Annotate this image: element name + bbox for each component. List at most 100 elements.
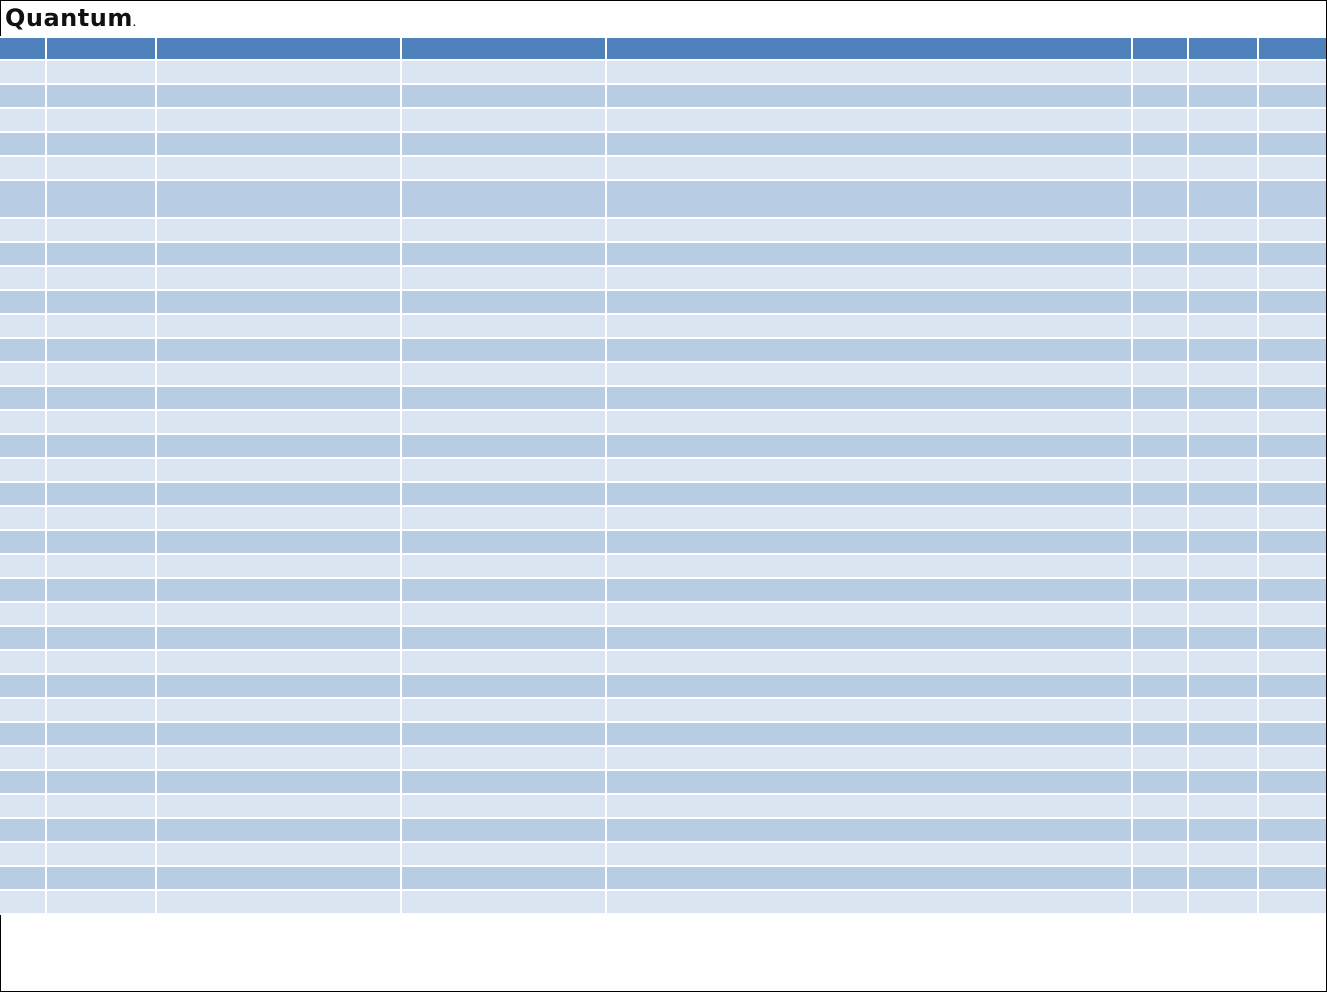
table-cell[interactable]	[0, 265, 47, 291]
table-cell[interactable]	[155, 433, 402, 459]
table-cell[interactable]	[0, 241, 47, 267]
table-cell[interactable]	[45, 59, 157, 85]
table-cell[interactable]	[400, 529, 607, 555]
table-cell[interactable]	[45, 745, 157, 771]
table-cell[interactable]	[605, 601, 1133, 627]
table-cell[interactable]	[605, 865, 1133, 891]
table-cell[interactable]	[0, 131, 47, 157]
table-cell[interactable]	[1187, 217, 1259, 243]
table-cell[interactable]	[605, 131, 1133, 157]
table-cell[interactable]	[1131, 721, 1189, 747]
table-cell[interactable]	[1187, 179, 1259, 219]
column-header[interactable]	[605, 36, 1133, 61]
table-cell[interactable]	[605, 529, 1133, 555]
table-cell[interactable]	[605, 433, 1133, 459]
table-cell[interactable]	[0, 289, 47, 315]
table-cell[interactable]	[1131, 577, 1189, 603]
table-cell[interactable]	[1131, 59, 1189, 85]
column-header[interactable]	[1131, 36, 1189, 61]
table-cell[interactable]	[1187, 337, 1259, 363]
column-header[interactable]	[155, 36, 402, 61]
table-cell[interactable]	[400, 361, 607, 387]
table-cell[interactable]	[155, 841, 402, 867]
table-cell[interactable]	[155, 457, 402, 483]
table-cell[interactable]	[45, 457, 157, 483]
table-cell[interactable]	[45, 793, 157, 819]
table-cell[interactable]	[400, 889, 607, 915]
table-cell[interactable]	[155, 649, 402, 675]
table-cell[interactable]	[1257, 529, 1326, 555]
table-cell[interactable]	[605, 697, 1133, 723]
table-cell[interactable]	[400, 673, 607, 699]
table-cell[interactable]	[605, 179, 1133, 219]
table-cell[interactable]	[1257, 107, 1326, 133]
table-cell[interactable]	[0, 217, 47, 243]
table-cell[interactable]	[0, 59, 47, 85]
table-cell[interactable]	[605, 649, 1133, 675]
table-cell[interactable]	[1131, 83, 1189, 109]
table-cell[interactable]	[605, 241, 1133, 267]
table-cell[interactable]	[0, 649, 47, 675]
table-cell[interactable]	[1187, 601, 1259, 627]
table-cell[interactable]	[605, 673, 1133, 699]
table-cell[interactable]	[1257, 649, 1326, 675]
table-cell[interactable]	[605, 155, 1133, 181]
table-cell[interactable]	[1187, 793, 1259, 819]
table-cell[interactable]	[155, 179, 402, 219]
table-cell[interactable]	[1131, 529, 1189, 555]
table-cell[interactable]	[45, 265, 157, 291]
table-cell[interactable]	[400, 625, 607, 651]
table-cell[interactable]	[605, 217, 1133, 243]
table-cell[interactable]	[45, 217, 157, 243]
table-cell[interactable]	[45, 337, 157, 363]
table-cell[interactable]	[400, 697, 607, 723]
table-cell[interactable]	[1187, 385, 1259, 411]
table-cell[interactable]	[605, 745, 1133, 771]
table-cell[interactable]	[155, 217, 402, 243]
table-cell[interactable]	[1131, 505, 1189, 531]
table-cell[interactable]	[1257, 577, 1326, 603]
table-cell[interactable]	[1187, 769, 1259, 795]
table-cell[interactable]	[605, 841, 1133, 867]
table-cell[interactable]	[605, 59, 1133, 85]
table-cell[interactable]	[1257, 505, 1326, 531]
table-cell[interactable]	[0, 83, 47, 109]
table-cell[interactable]	[605, 721, 1133, 747]
table-cell[interactable]	[1257, 457, 1326, 483]
table-cell[interactable]	[155, 745, 402, 771]
table-cell[interactable]	[1187, 155, 1259, 181]
table-cell[interactable]	[0, 697, 47, 723]
table-cell[interactable]	[1131, 337, 1189, 363]
table-cell[interactable]	[1187, 673, 1259, 699]
table-cell[interactable]	[1257, 289, 1326, 315]
table-cell[interactable]	[155, 155, 402, 181]
table-cell[interactable]	[1257, 265, 1326, 291]
table-cell[interactable]	[1257, 409, 1326, 435]
table-cell[interactable]	[155, 577, 402, 603]
table-cell[interactable]	[45, 601, 157, 627]
table-cell[interactable]	[45, 577, 157, 603]
table-cell[interactable]	[1187, 553, 1259, 579]
table-cell[interactable]	[1131, 649, 1189, 675]
table-cell[interactable]	[0, 385, 47, 411]
table-cell[interactable]	[1187, 361, 1259, 387]
table-cell[interactable]	[1187, 745, 1259, 771]
column-header[interactable]	[0, 36, 47, 61]
table-cell[interactable]	[155, 721, 402, 747]
table-cell[interactable]	[45, 83, 157, 109]
table-cell[interactable]	[0, 107, 47, 133]
table-cell[interactable]	[155, 769, 402, 795]
table-cell[interactable]	[605, 481, 1133, 507]
table-cell[interactable]	[1257, 673, 1326, 699]
table-cell[interactable]	[45, 179, 157, 219]
table-cell[interactable]	[1187, 865, 1259, 891]
table-cell[interactable]	[0, 841, 47, 867]
table-cell[interactable]	[155, 107, 402, 133]
table-cell[interactable]	[0, 457, 47, 483]
table-cell[interactable]	[400, 155, 607, 181]
table-cell[interactable]	[45, 649, 157, 675]
table-cell[interactable]	[45, 865, 157, 891]
table-cell[interactable]	[605, 313, 1133, 339]
table-cell[interactable]	[45, 433, 157, 459]
table-cell[interactable]	[1131, 745, 1189, 771]
